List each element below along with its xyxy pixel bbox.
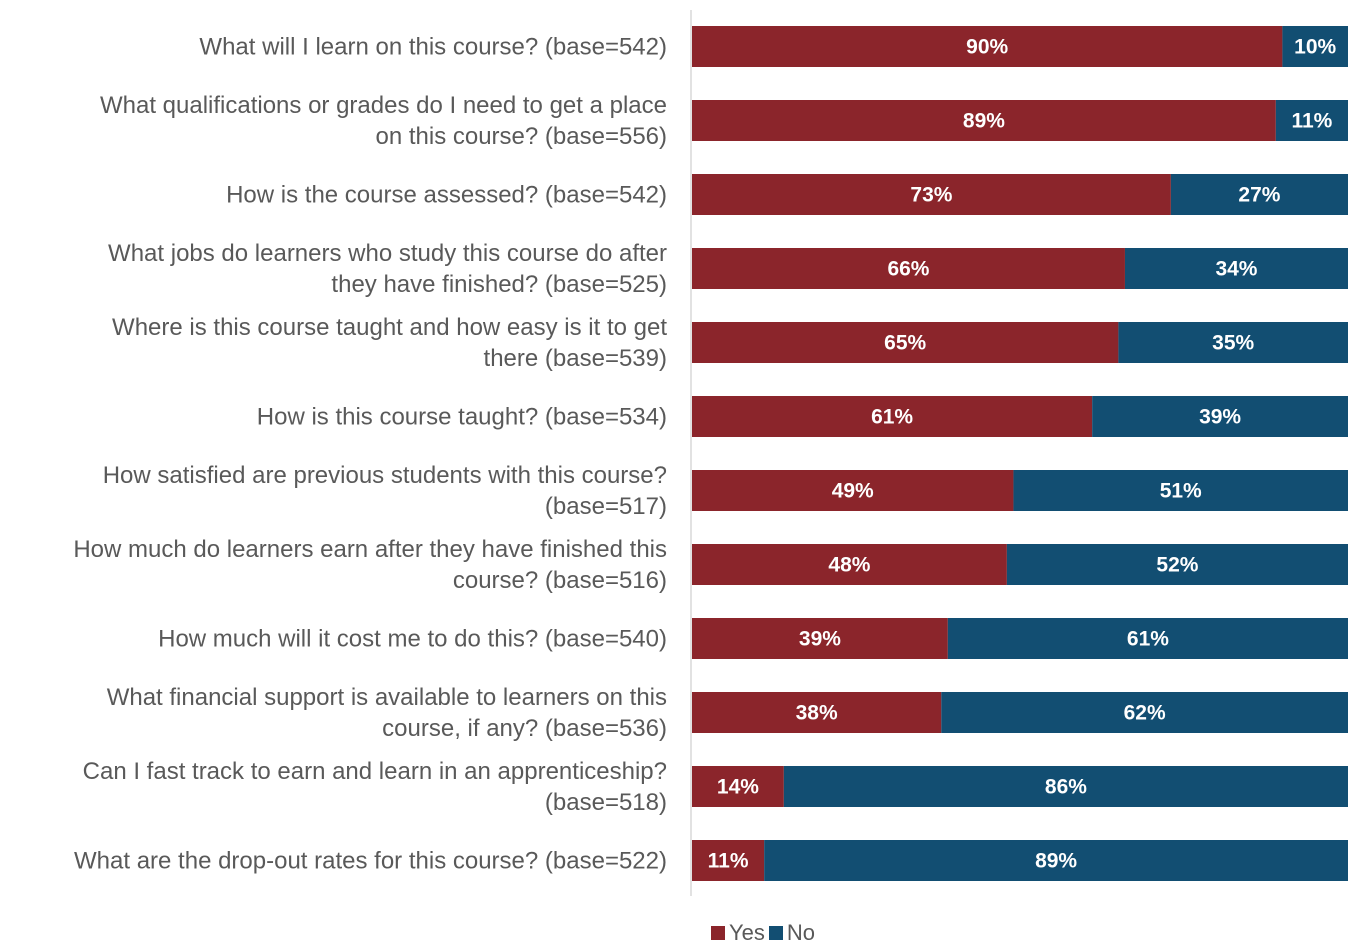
category-label-6: How satisfied are previous students with… [103, 462, 667, 520]
category-label-line: What jobs do learners who study this cou… [108, 240, 667, 267]
category-label-line: Where is this course taught and how easy… [112, 314, 667, 341]
category-label-10: Can I fast track to earn and learn in an… [83, 758, 667, 816]
legend-label-yes: Yes [729, 920, 765, 945]
category-label-7: How much do learners earn after they hav… [73, 536, 667, 594]
legend-swatch-yes [711, 926, 725, 940]
category-label-line: course, if any? (base=536) [382, 715, 667, 742]
data-label-no-10: 86% [1045, 776, 1087, 799]
category-label-line: on this course? (base=556) [375, 123, 667, 150]
category-label-8: How much will it cost me to do this? (ba… [158, 626, 667, 653]
category-label-line: course? (base=516) [453, 567, 667, 594]
bar-no-3 [1124, 248, 1348, 289]
category-label-4: Where is this course taught and how easy… [112, 314, 667, 372]
category-label-line: Can I fast track to earn and learn in an… [83, 758, 667, 785]
category-label-line: (base=518) [545, 789, 667, 816]
legend-item-no: No [768, 920, 816, 946]
bar-no-10 [783, 766, 1348, 807]
category-label-line: there (base=539) [484, 345, 667, 372]
bar-yes-10 [692, 766, 784, 807]
category-label-2: How is the course assessed? (base=542) [226, 182, 667, 209]
data-label-no-4: 35% [1212, 332, 1254, 355]
legend-item-yes: Yes [711, 920, 765, 946]
bar-yes-2 [692, 174, 1171, 215]
bar-group: 90% 10% 89% 11% 73% 27% 66% 34% 65% 35% 61% 39% 49% 5… [692, 26, 1348, 881]
bar-yes-9 [692, 692, 942, 733]
bar-yes-5 [692, 396, 1093, 437]
data-label-yes-1: 89% [963, 110, 1005, 133]
data-label-yes-4: 65% [884, 332, 926, 355]
bar-yes-1 [692, 100, 1276, 141]
data-label-no-11: 89% [1035, 850, 1077, 873]
category-label-line: they have finished? (base=525) [331, 271, 667, 298]
bar-yes-8 [692, 618, 948, 659]
category-label-line: What are the drop-out rates for this cou… [74, 848, 667, 875]
category-label-line: What financial support is available to l… [107, 684, 667, 711]
category-label-0: What will I learn on this course? (base=… [199, 34, 667, 61]
data-label-yes-8: 39% [799, 628, 841, 651]
data-label-yes-10: 14% [717, 776, 759, 799]
data-label-no-1: 11% [1291, 110, 1332, 133]
data-label-no-9: 62% [1124, 702, 1166, 725]
data-label-no-0: 10% [1294, 36, 1336, 59]
category-label-line: How is the course assessed? (base=542) [226, 182, 667, 209]
legend-label-no: No [786, 920, 816, 945]
category-label-line: What qualifications or grades do I need … [100, 92, 667, 119]
bar-no-5 [1092, 396, 1348, 437]
data-label-no-5: 39% [1199, 406, 1241, 429]
data-label-no-6: 51% [1160, 480, 1202, 503]
bar-yes-0 [692, 26, 1283, 67]
category-label-9: What financial support is available to l… [107, 684, 667, 742]
bar-no-11 [764, 840, 1348, 881]
category-label-3: What jobs do learners who study this cou… [108, 240, 667, 298]
data-label-yes-9: 38% [796, 702, 838, 725]
bar-yes-4 [692, 322, 1119, 363]
data-label-no-7: 52% [1156, 554, 1198, 577]
data-label-yes-0: 90% [966, 36, 1008, 59]
category-label-line: What will I learn on this course? (base=… [199, 34, 667, 61]
bar-no-6 [1013, 470, 1348, 511]
bar-yes-11 [692, 840, 765, 881]
bar-no-0 [1282, 26, 1348, 67]
legend: Yes No [711, 920, 819, 946]
bar-no-8 [947, 618, 1348, 659]
data-label-yes-7: 48% [828, 554, 870, 577]
bar-no-2 [1170, 174, 1348, 215]
data-label-no-2: 27% [1238, 184, 1280, 207]
category-label-line: How is this course taught? (base=534) [257, 404, 667, 431]
data-label-yes-6: 49% [832, 480, 874, 503]
data-label-yes-3: 66% [887, 258, 929, 281]
data-label-no-3: 34% [1215, 258, 1257, 281]
category-label-line: How satisfied are previous students with… [103, 462, 667, 489]
bar-yes-7 [692, 544, 1007, 585]
data-label-yes-5: 61% [871, 406, 913, 429]
bar-yes-3 [692, 248, 1125, 289]
data-label-yes-2: 73% [910, 184, 952, 207]
category-label-line: (base=517) [545, 493, 667, 520]
bar-no-4 [1118, 322, 1348, 363]
category-label-1: What qualifications or grades do I need … [100, 92, 667, 150]
legend-swatch-no [768, 926, 783, 940]
category-label-11: What are the drop-out rates for this cou… [74, 848, 667, 875]
data-label-no-8: 61% [1127, 628, 1169, 651]
bar-no-7 [1006, 544, 1348, 585]
category-labels: What will I learn on this course? (base=… [73, 34, 667, 875]
category-label-line: How much do learners earn after they hav… [73, 536, 667, 563]
data-label-yes-11: 11% [708, 850, 749, 873]
category-label-5: How is this course taught? (base=534) [257, 404, 667, 431]
bar-no-1 [1275, 100, 1348, 141]
bar-no-9 [941, 692, 1348, 733]
category-label-line: How much will it cost me to do this? (ba… [158, 626, 667, 653]
bar-yes-6 [692, 470, 1014, 511]
